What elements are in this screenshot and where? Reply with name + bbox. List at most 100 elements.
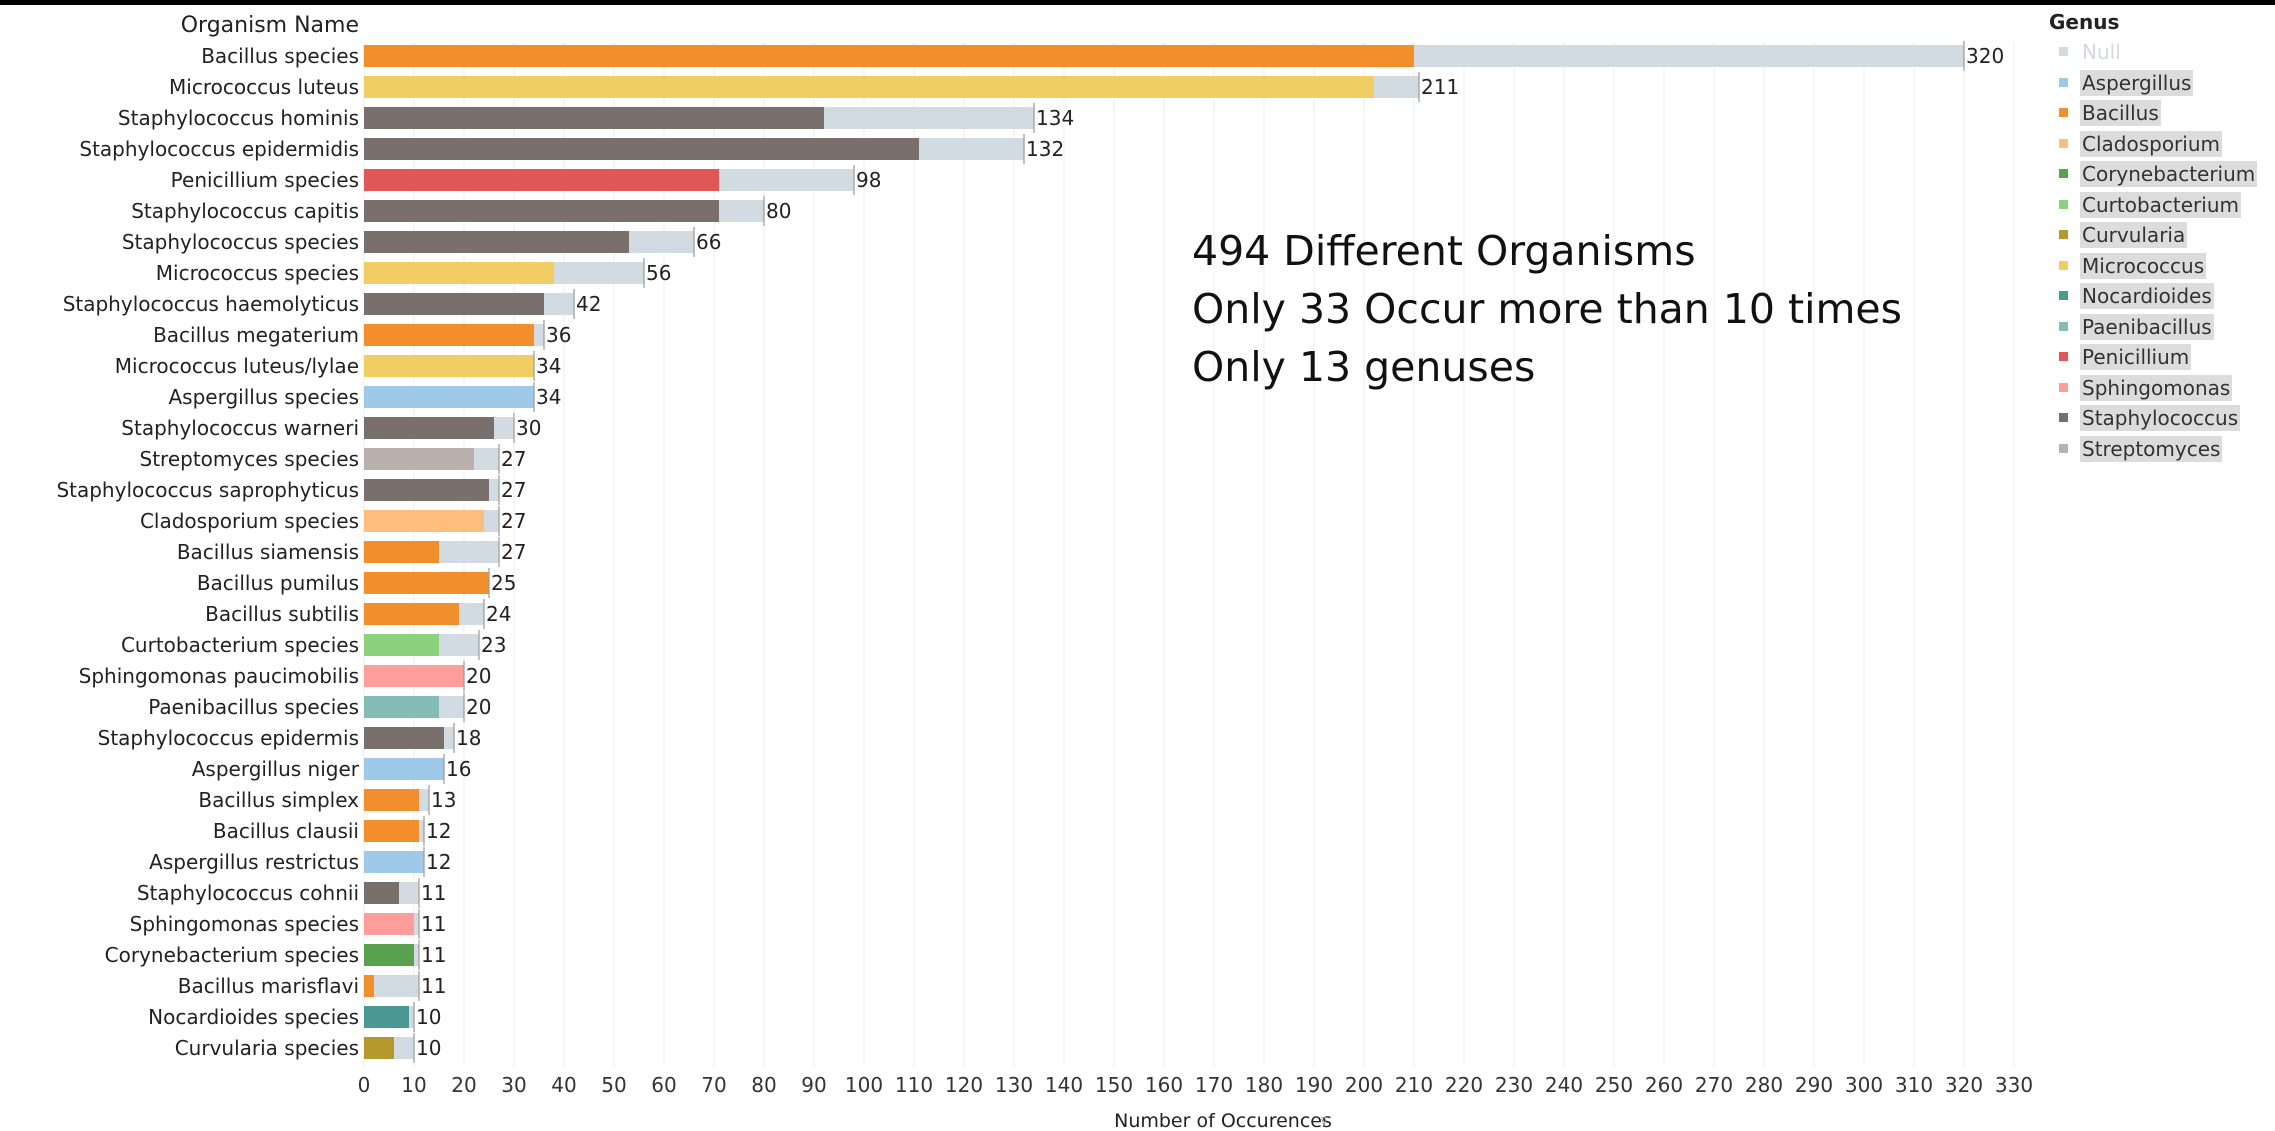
- bar-genus[interactable]: [364, 448, 474, 470]
- row-label[interactable]: Staphylococcus species: [122, 230, 359, 254]
- row-label[interactable]: Bacillus species: [201, 44, 359, 68]
- legend-item[interactable]: Micrococcus: [2049, 250, 2275, 281]
- bar-genus[interactable]: [364, 572, 489, 594]
- bar-genus[interactable]: [364, 851, 424, 873]
- legend-item[interactable]: Staphylococcus: [2049, 402, 2275, 433]
- legend-item[interactable]: Null: [2049, 36, 2275, 67]
- annotation-line-1: 494 Different Organisms: [1192, 227, 1696, 275]
- row-label[interactable]: Cladosporium species: [140, 509, 359, 533]
- x-axis-title[interactable]: Number of Occurences: [1114, 1110, 1332, 1131]
- bar-genus[interactable]: [364, 634, 439, 656]
- bar-genus[interactable]: [364, 324, 534, 346]
- bar-genus[interactable]: [364, 944, 414, 966]
- bar-genus[interactable]: [364, 293, 544, 315]
- legend-swatch: [2059, 260, 2068, 270]
- bar-total[interactable]: [364, 975, 419, 997]
- bar-genus[interactable]: [364, 665, 464, 687]
- row-label[interactable]: Staphylococcus epidermis: [98, 726, 359, 750]
- row-label[interactable]: Corynebacterium species: [105, 943, 359, 967]
- sort-icon[interactable]: ⊽: [1320, 1115, 1328, 1128]
- bar-genus[interactable]: [364, 913, 414, 935]
- legend-item[interactable]: Curtobacterium: [2049, 189, 2275, 220]
- row-label[interactable]: Aspergillus restrictus: [149, 850, 359, 874]
- bar-genus[interactable]: [364, 169, 719, 191]
- value-label: 23: [481, 633, 506, 657]
- legend-swatch: [2059, 169, 2068, 178]
- bar-genus[interactable]: [364, 417, 494, 439]
- legend-item[interactable]: Curvularia: [2049, 219, 2275, 250]
- row-label[interactable]: Staphylococcus warneri: [121, 416, 359, 440]
- value-label: 27: [501, 447, 526, 471]
- x-tick-label: 40: [551, 1073, 576, 1097]
- bar-genus[interactable]: [364, 541, 439, 563]
- bar-genus[interactable]: [364, 45, 1414, 67]
- bar-genus[interactable]: [364, 758, 444, 780]
- legend-item[interactable]: Paenibacillus: [2049, 311, 2275, 342]
- bar-genus[interactable]: [364, 138, 919, 160]
- row-label[interactable]: Micrococcus luteus/lylae: [115, 354, 359, 378]
- row-label[interactable]: Staphylococcus haemolyticus: [63, 292, 359, 316]
- bar-genus[interactable]: [364, 820, 419, 842]
- row-label[interactable]: Sphingomonas species: [130, 912, 359, 936]
- row-label[interactable]: Micrococcus species: [156, 261, 359, 285]
- value-label: 11: [421, 943, 446, 967]
- bar-genus[interactable]: [364, 1006, 409, 1028]
- legend-item[interactable]: Cladosporium: [2049, 128, 2275, 159]
- bar-genus[interactable]: [364, 76, 1374, 98]
- x-tick-label: 80: [751, 1073, 776, 1097]
- row-label[interactable]: Bacillus megaterium: [153, 323, 359, 347]
- value-label: 34: [536, 354, 561, 378]
- row-label[interactable]: Curtobacterium species: [121, 633, 359, 657]
- row-label[interactable]: Sphingomonas paucimobilis: [79, 664, 359, 688]
- bar-genus[interactable]: [364, 200, 719, 222]
- row-label[interactable]: Aspergillus niger: [192, 757, 360, 781]
- legend-item[interactable]: Penicillium: [2049, 341, 2275, 372]
- bar-genus[interactable]: [364, 882, 399, 904]
- bar-genus[interactable]: [364, 696, 439, 718]
- value-label: 56: [646, 261, 671, 285]
- bar-genus[interactable]: [364, 479, 489, 501]
- bar-genus[interactable]: [364, 355, 534, 377]
- row-label[interactable]: Paenibacillus species: [148, 695, 359, 719]
- row-label[interactable]: Bacillus marisflavi: [178, 974, 359, 998]
- row-label[interactable]: Bacillus pumilus: [197, 571, 359, 595]
- bar-genus[interactable]: [364, 262, 554, 284]
- legend-label: Curtobacterium: [2080, 191, 2241, 218]
- row-header[interactable]: Organism Name: [181, 13, 359, 38]
- bar-genus[interactable]: [364, 1037, 394, 1059]
- bar-genus[interactable]: [364, 727, 444, 749]
- row-label[interactable]: Bacillus subtilis: [205, 602, 359, 626]
- row-label[interactable]: Curvularia species: [175, 1036, 359, 1060]
- row-label[interactable]: Streptomyces species: [140, 447, 360, 471]
- legend-item[interactable]: Corynebacterium: [2049, 158, 2275, 189]
- legend-item[interactable]: Sphingomonas: [2049, 372, 2275, 403]
- legend-item[interactable]: Nocardioides: [2049, 280, 2275, 311]
- row-label[interactable]: Micrococcus luteus: [169, 75, 359, 99]
- row-label[interactable]: Staphylococcus cohnii: [137, 881, 359, 905]
- bar-genus[interactable]: [364, 107, 824, 129]
- bar-genus[interactable]: [364, 975, 374, 997]
- x-tick-label: 180: [1245, 1073, 1283, 1097]
- bar-genus[interactable]: [364, 386, 534, 408]
- legend-item[interactable]: Bacillus: [2049, 97, 2275, 128]
- row-label[interactable]: Bacillus simplex: [198, 788, 359, 812]
- row-label[interactable]: Nocardioides species: [148, 1005, 359, 1029]
- row-label[interactable]: Bacillus siamensis: [177, 540, 359, 564]
- bar-genus[interactable]: [364, 789, 419, 811]
- legend-item[interactable]: Aspergillus: [2049, 67, 2275, 98]
- row-label[interactable]: Staphylococcus capitis: [131, 199, 359, 223]
- row-label[interactable]: Staphylococcus saprophyticus: [56, 478, 359, 502]
- row-label[interactable]: Aspergillus species: [169, 385, 360, 409]
- row-label[interactable]: Penicillium species: [171, 168, 359, 192]
- annotation-line-2: Only 33 Occur more than 10 times: [1192, 285, 1903, 333]
- bar-genus[interactable]: [364, 510, 484, 532]
- value-label: 20: [466, 664, 491, 688]
- row-label[interactable]: Staphylococcus hominis: [118, 106, 359, 130]
- legend-item[interactable]: Streptomyces: [2049, 433, 2275, 464]
- bar-genus[interactable]: [364, 603, 459, 625]
- bar-genus[interactable]: [364, 231, 629, 253]
- row-label[interactable]: Bacillus clausii: [213, 819, 359, 843]
- x-tick-label: 50: [601, 1073, 626, 1097]
- row-label[interactable]: Staphylococcus epidermidis: [79, 137, 359, 161]
- legend-label: Streptomyces: [2080, 435, 2223, 462]
